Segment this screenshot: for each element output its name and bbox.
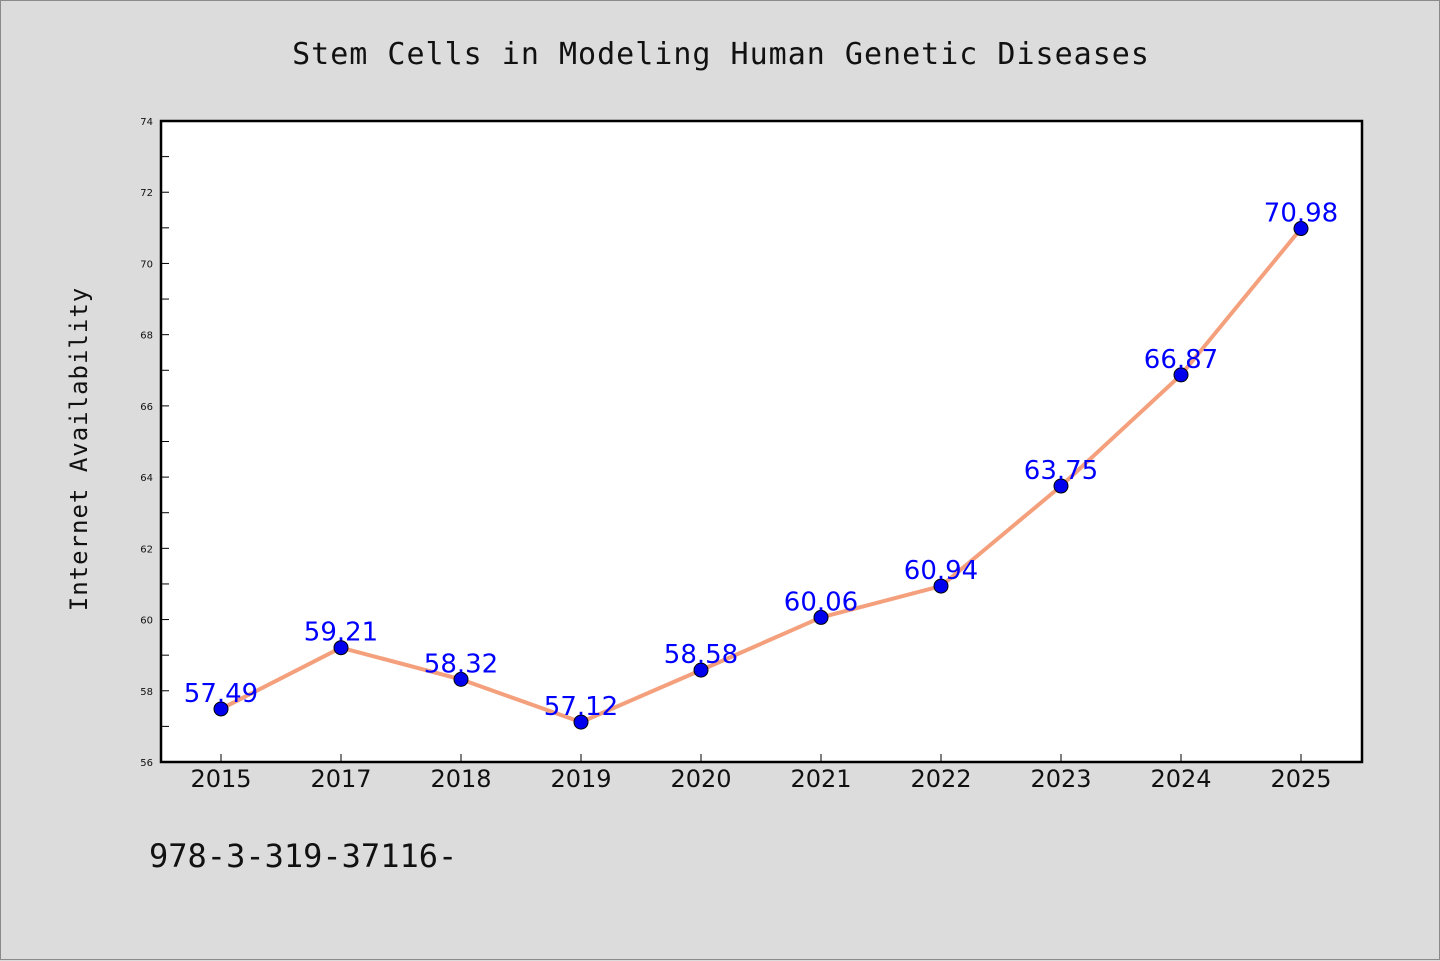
y-tick-label: 72 [140, 188, 153, 199]
data-point [573, 714, 589, 730]
data-label: 58.58 [664, 640, 738, 670]
y-tick-label: 74 [140, 117, 153, 128]
data-label: 60.06 [784, 587, 858, 617]
y-tick-label: 56 [140, 758, 153, 769]
data-point [693, 662, 709, 678]
plot-area [159, 119, 1364, 764]
y-tick-label: 70 [140, 259, 153, 270]
data-labels: 57.49 59.21 58.32 57.12 58.58 60.06 60.94 63.75… [184, 199, 1338, 723]
data-label: 66.87 [1144, 345, 1218, 375]
x-tick-label: 2017 [310, 765, 371, 793]
y-tick-label: 68 [140, 331, 153, 342]
data-point [1173, 367, 1189, 383]
data-label: 70.98 [1264, 199, 1338, 229]
data-point [333, 640, 349, 656]
x-tick-label: 2015 [190, 765, 251, 793]
y-tick-label: 62 [140, 544, 153, 555]
data-point [1293, 221, 1309, 237]
data-label: 63.75 [1024, 456, 1098, 486]
y-axis: 56 58 60 62 64 66 68 70 72 74 [140, 117, 169, 769]
series-markers [213, 221, 1309, 730]
y-tick-label: 58 [140, 687, 153, 698]
data-point [453, 671, 469, 687]
data-label: 58.32 [424, 649, 498, 679]
data-point [813, 609, 829, 625]
data-point [933, 578, 949, 594]
series-line [219, 226, 1303, 725]
data-point [213, 701, 229, 717]
data-label: 57.12 [544, 692, 618, 722]
x-axis: 2015 2017 2018 2019 2020 2021 2022 2023 2024 2025 [190, 754, 1332, 793]
y-axis-label: Internet Availability [65, 287, 93, 611]
x-tick-label: 2025 [1270, 765, 1331, 793]
x-tick-label: 2020 [670, 765, 731, 793]
x-tick-label: 2018 [430, 765, 491, 793]
chart-title: Stem Cells in Modeling Human Genetic Dis… [292, 37, 1150, 72]
data-label: 57.49 [184, 679, 258, 709]
data-label: 59.21 [304, 618, 378, 648]
x-tick-label: 2021 [790, 765, 851, 793]
x-tick-label: 2019 [550, 765, 611, 793]
y-tick-label: 66 [140, 402, 153, 413]
x-tick-label: 2023 [1030, 765, 1091, 793]
x-tick-label: 2022 [910, 765, 971, 793]
y-tick-label: 64 [140, 473, 153, 484]
x-tick-label: 2024 [1150, 765, 1211, 793]
data-label: 60.94 [904, 556, 978, 586]
data-point [1053, 478, 1069, 494]
y-tick-label: 60 [140, 616, 153, 627]
isbn-footnote: 978-3-319-37116- [149, 837, 457, 875]
